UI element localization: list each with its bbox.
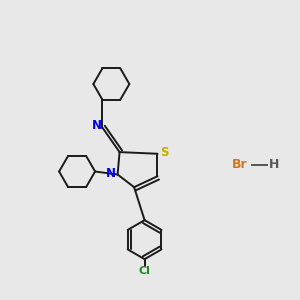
Text: S: S (160, 146, 168, 159)
Text: N: N (106, 167, 116, 179)
Text: Br: Br (232, 158, 248, 172)
Text: N: N (92, 118, 102, 132)
Text: H: H (269, 158, 280, 172)
Text: Cl: Cl (139, 266, 151, 276)
